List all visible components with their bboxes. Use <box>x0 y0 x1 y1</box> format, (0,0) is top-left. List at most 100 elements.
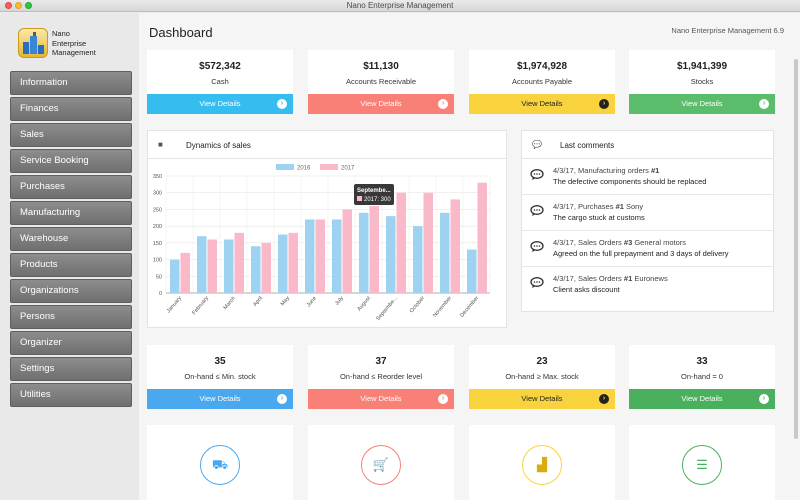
comment-item[interactable]: 4/3/17, Sales Orders #1 Euronews Client … <box>522 268 773 303</box>
accounts-receivable-view-details-button[interactable]: View Details › <box>308 94 454 114</box>
main-scrollbar[interactable] <box>794 59 798 439</box>
bar-2017-7[interactable] <box>369 206 380 293</box>
sidebar-item-warehouse[interactable]: Warehouse <box>10 227 132 251</box>
arrow-right-icon: › <box>438 394 448 404</box>
stocks-card: $1,941,399 Stocks View Details › <box>629 50 775 114</box>
zero-stock-view-details-button[interactable]: View Details › <box>629 389 775 409</box>
sidebar-item-manufacturing[interactable]: Manufacturing <box>10 201 132 225</box>
comment-text: The cargo stuck at customs <box>553 213 645 222</box>
card-label: On-hand ≤ Min. stock <box>184 372 256 381</box>
x-tick-label: April <box>252 295 264 307</box>
min-stock-card: 35 On-hand ≤ Min. stock View Details › <box>147 345 293 409</box>
max-stock-card: 23 On-hand ≥ Max. stock View Details › <box>469 345 615 409</box>
sidebar-item-persons[interactable]: Persons <box>10 305 132 329</box>
y-tick-label: 300 <box>153 191 162 197</box>
shipments-card[interactable]: ⛟ <box>147 425 293 500</box>
arrow-right-icon: › <box>599 394 609 404</box>
page-title: Dashboard <box>149 25 213 40</box>
card-value: 33 <box>696 356 708 367</box>
tooltip-value: 2017: 300 <box>364 197 391 203</box>
production-card[interactable]: ▟ <box>469 425 615 500</box>
y-tick-label: 350 <box>153 174 162 180</box>
zoom-window-button[interactable] <box>25 2 32 9</box>
card-label: Cash <box>211 77 229 86</box>
bar-2016-0[interactable] <box>170 259 180 293</box>
bar-2017-11[interactable] <box>477 182 488 293</box>
bar-2016-1[interactable] <box>197 236 207 293</box>
card-value: 23 <box>536 356 548 367</box>
arrow-right-icon: › <box>438 99 448 109</box>
comment-item[interactable]: 4/3/17, Purchases #1 Sony The cargo stuc… <box>522 196 773 231</box>
reorder-level-view-details-button[interactable]: View Details › <box>308 389 454 409</box>
bar-2016-4[interactable] <box>278 234 288 294</box>
sales-dynamics-panel: ■ Dynamics of sales 2016 2017 0 50 100 150 20… <box>147 130 507 328</box>
sidebar-item-information[interactable]: Information <box>10 71 132 95</box>
chart-legend: 2016 2017 <box>276 164 355 172</box>
cart-icon: 🛒 <box>361 445 401 485</box>
sidebar-item-purchases[interactable]: Purchases <box>10 175 132 199</box>
arrow-right-icon: › <box>759 99 769 109</box>
chart-tooltip: Septembe... 2017: 300 <box>354 184 394 205</box>
bar-2017-5[interactable] <box>315 219 326 293</box>
bar-2017-0[interactable] <box>180 252 191 293</box>
bar-2016-5[interactable] <box>305 219 315 293</box>
bar-2017-9[interactable] <box>423 192 434 293</box>
bar-2017-3[interactable] <box>261 242 272 293</box>
bar-2017-10[interactable] <box>450 199 461 293</box>
comment-icon: 💬 <box>532 140 542 149</box>
x-tick-label: June <box>306 295 318 308</box>
accounts-payable-view-details-button[interactable]: View Details › <box>469 94 615 114</box>
y-tick-label: 200 <box>153 224 162 230</box>
factory-icon: ▟ <box>522 445 562 485</box>
bar-2016-9[interactable] <box>413 226 423 293</box>
bar-2017-1[interactable] <box>207 239 218 293</box>
sidebar-item-sales[interactable]: Sales <box>10 123 132 147</box>
speech-bubble-icon <box>530 241 544 252</box>
bar-2016-11[interactable] <box>467 249 477 293</box>
comment-item[interactable]: 4/3/17, Sales Orders #3 General motors A… <box>522 232 773 267</box>
card-value: 35 <box>214 356 226 367</box>
bar-2017-2[interactable] <box>234 232 245 293</box>
close-window-button[interactable] <box>5 2 12 9</box>
panel-header: ■ Dynamics of sales <box>148 131 506 159</box>
chart-bars <box>170 182 488 294</box>
sidebar-item-products[interactable]: Products <box>10 253 132 277</box>
accounts-payable-card: $1,974,928 Accounts Payable View Details… <box>469 50 615 114</box>
sidebar-item-organizer[interactable]: Organizer <box>10 331 132 355</box>
max-stock-view-details-button[interactable]: View Details › <box>469 389 615 409</box>
bar-2016-7[interactable] <box>359 212 369 293</box>
bar-2017-8[interactable] <box>396 192 407 293</box>
comment-item[interactable]: 4/3/17, Manufacturing orders #1 The defe… <box>522 160 773 195</box>
x-tick-label: February <box>191 295 210 316</box>
sidebar-item-organizations[interactable]: Organizations <box>10 279 132 303</box>
bar-2016-8[interactable] <box>386 216 396 293</box>
min-stock-view-details-button[interactable]: View Details › <box>147 389 293 409</box>
speech-bubble-icon <box>530 169 544 180</box>
last-comments-panel: 💬 Last comments 4/3/17, Manufacturing or… <box>521 130 774 312</box>
card-label: Accounts Receivable <box>345 77 417 86</box>
bar-2017-6[interactable] <box>342 209 353 293</box>
card-value: $1,941,399 <box>676 61 728 72</box>
sidebar-item-finances[interactable]: Finances <box>10 97 132 121</box>
bar-2017-4[interactable] <box>288 232 299 293</box>
bar-2016-3[interactable] <box>251 246 261 293</box>
truck-icon: ⛟ <box>200 445 240 485</box>
sidebar-item-settings[interactable]: Settings <box>10 357 132 381</box>
sidebar-item-utilities[interactable]: Utilities <box>10 383 132 407</box>
stocks-view-details-button[interactable]: View Details › <box>629 94 775 114</box>
minimize-window-button[interactable] <box>15 2 22 9</box>
sidebar-item-service-booking[interactable]: Service Booking <box>10 149 132 173</box>
orders-card[interactable]: 🛒 <box>308 425 454 500</box>
panel-title: Dynamics of sales <box>186 141 251 150</box>
arrow-right-icon: › <box>277 99 287 109</box>
arrow-right-icon: › <box>277 394 287 404</box>
x-tick-label: March <box>223 295 237 311</box>
card-value: $572,342 <box>199 61 241 72</box>
bar-2016-10[interactable] <box>440 212 450 293</box>
bar-2016-6[interactable] <box>332 219 342 293</box>
bar-2016-2[interactable] <box>224 239 234 293</box>
cash-view-details-button[interactable]: View Details › <box>147 94 293 114</box>
y-tick-label: 150 <box>153 241 162 247</box>
inventory-card[interactable]: ☰ <box>629 425 775 500</box>
legend-swatch-2016 <box>276 164 294 170</box>
